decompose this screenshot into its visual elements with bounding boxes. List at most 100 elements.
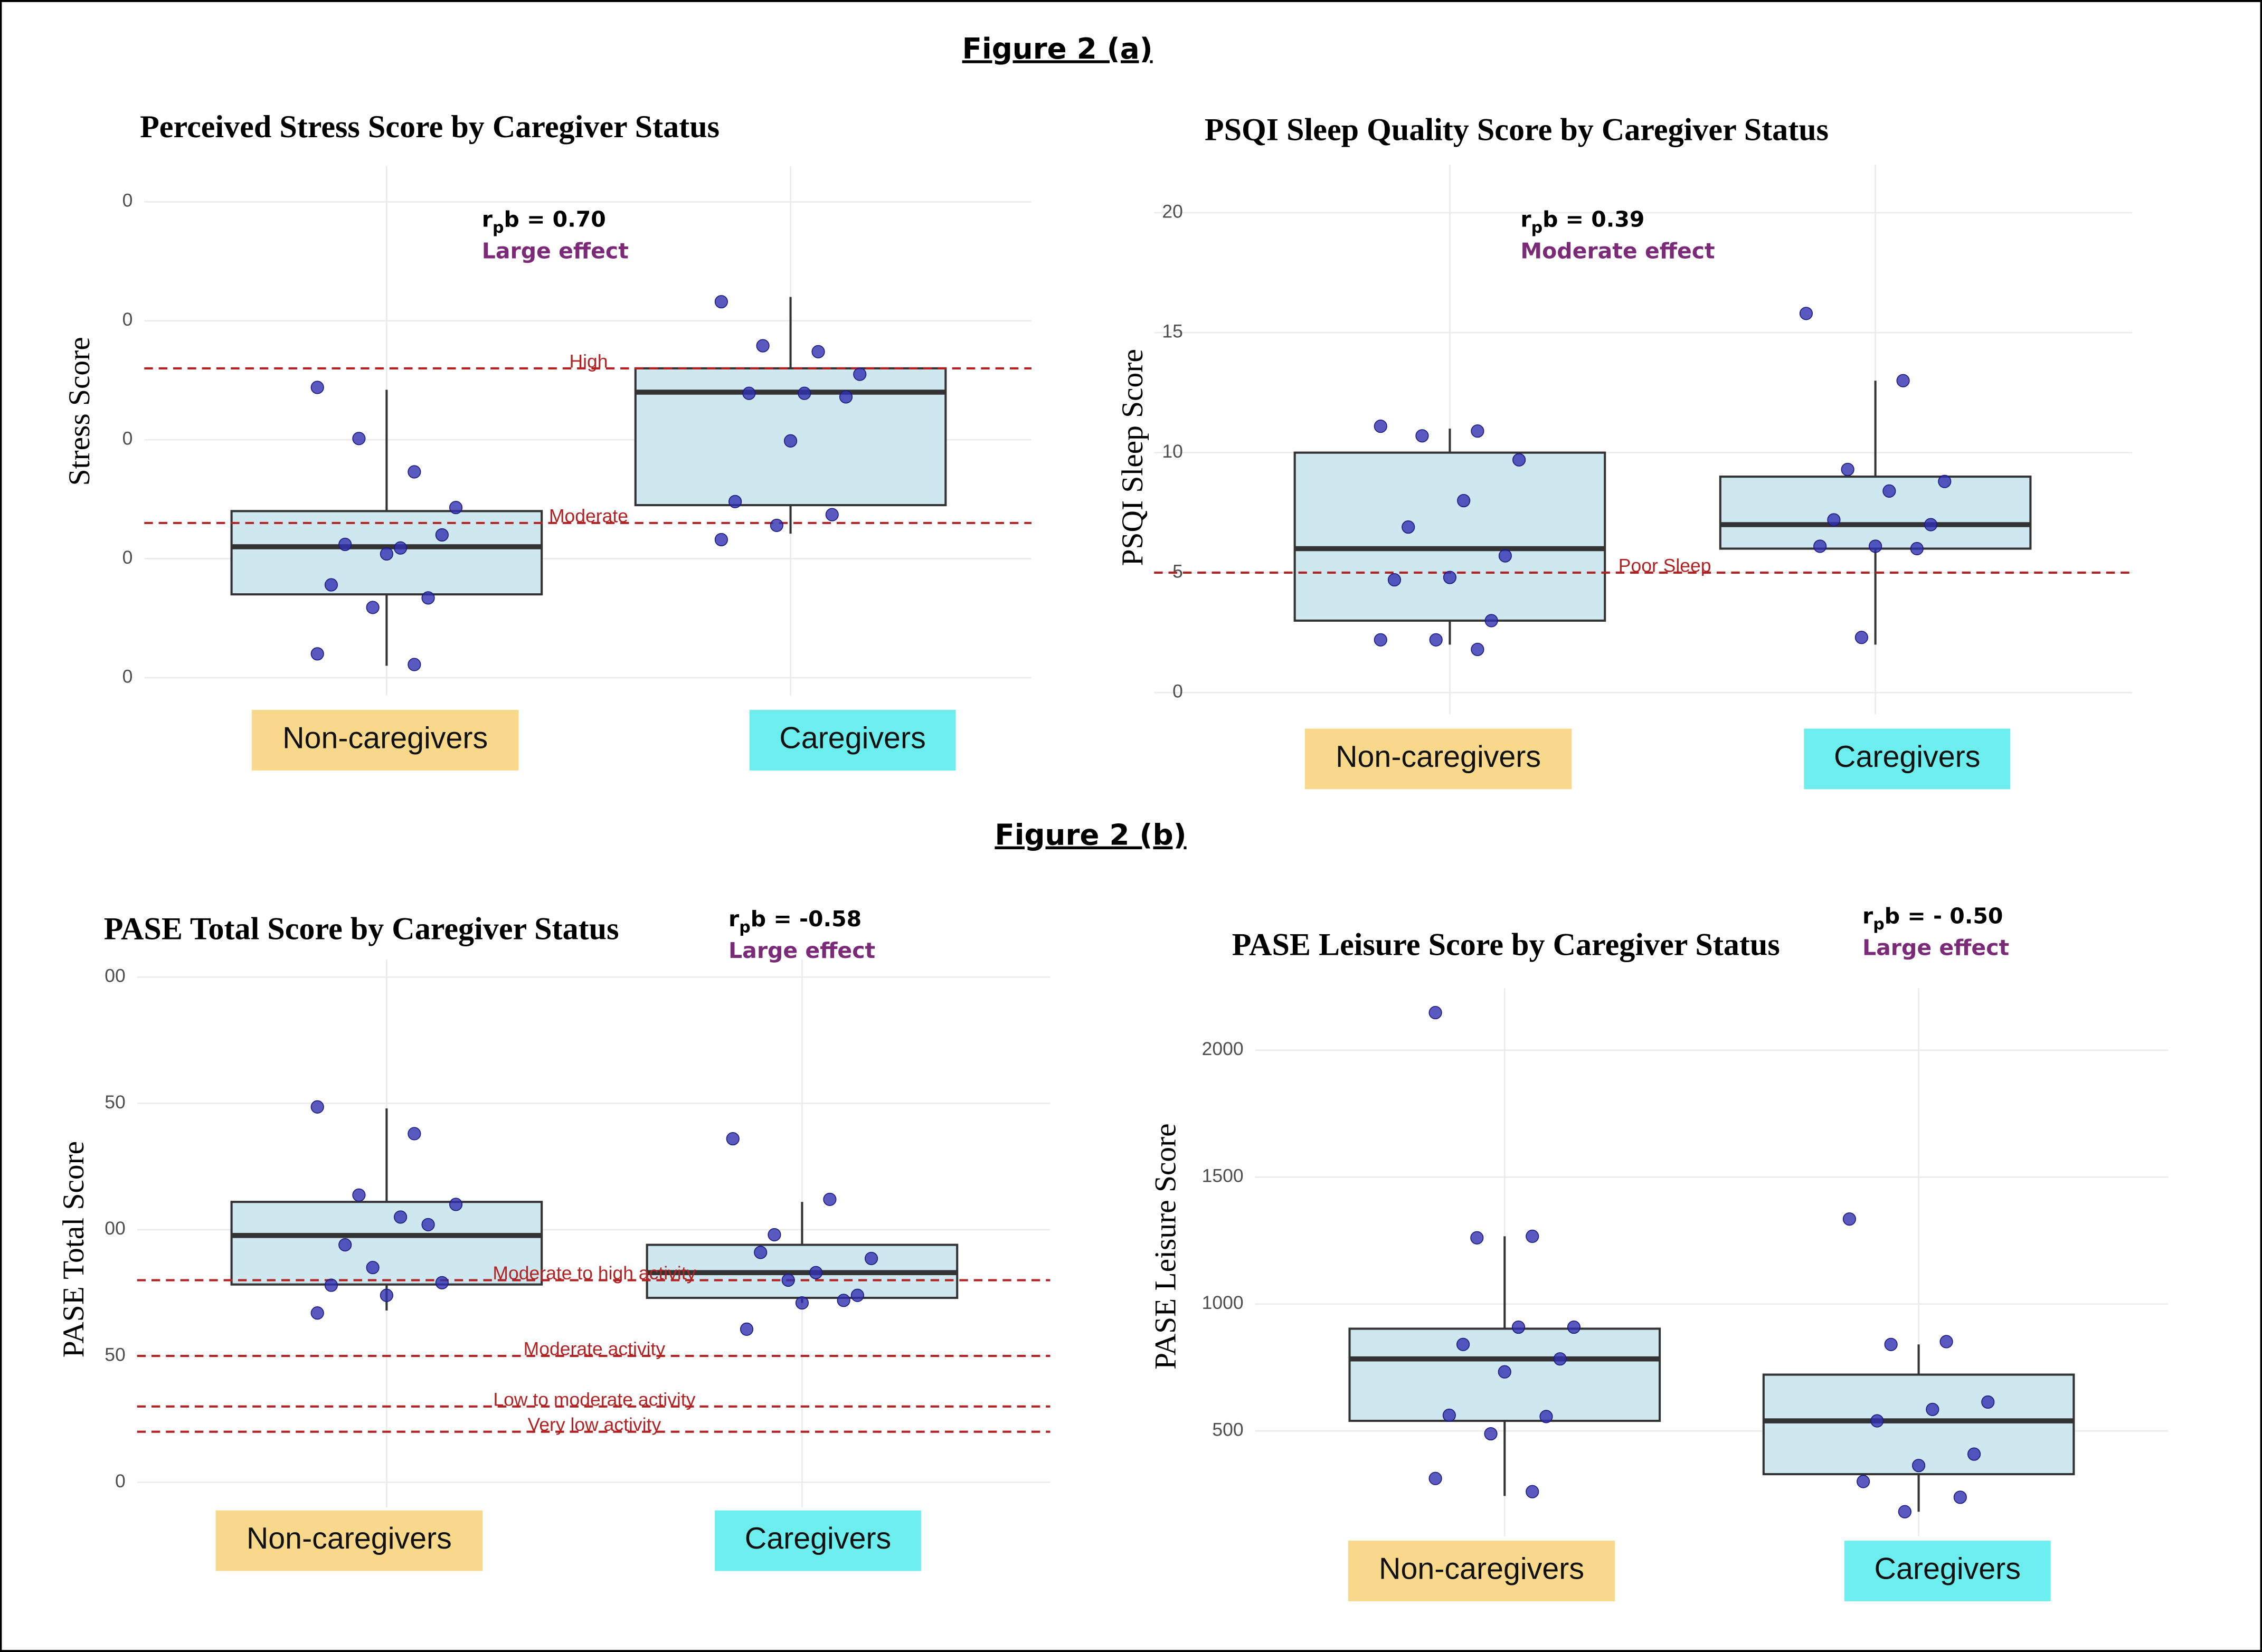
y-axis-label: Stress Score [63,337,96,486]
point [380,1288,393,1302]
chart-title: PASE Total Score by Caregiver Status [104,912,619,947]
point [825,508,839,521]
y-tick-label: 00 [105,1218,126,1239]
point [1471,642,1484,657]
x-tick-label: Non-caregivers [1379,1552,1584,1586]
point [1938,474,1952,488]
x-tick-label: Caregivers [1834,740,1980,774]
y-tick-label: 0 [122,309,133,330]
point [1443,571,1457,584]
point [324,1278,338,1292]
box [1719,476,2032,550]
point [853,367,867,381]
point [1415,429,1429,443]
x-tick-label: Non-caregivers [247,1522,452,1555]
point [1484,1427,1498,1441]
point [338,537,352,552]
y-axis-label: PASE Total Score [57,1141,90,1357]
reference-label: Moderate activity [524,1338,666,1360]
y-tick-label: 0 [115,1470,126,1492]
effect-stat: rpb = -0.58 [728,906,862,936]
point [435,528,449,542]
stat-symbol: r [1520,207,1531,232]
x-tick-label: Caregivers [745,1522,891,1555]
y-tick-label: 50 [105,1344,126,1365]
point [798,386,811,400]
stat-value: b = - 0.50 [1885,904,2003,929]
point [310,1100,324,1114]
point [1939,1335,1953,1349]
reference-label: Very low activity [528,1414,661,1435]
point [1896,374,1910,387]
point [1953,1490,1967,1504]
category-box [1348,1541,1615,1601]
point [1567,1320,1581,1334]
stat-subscript: p [493,219,504,237]
point [823,1192,837,1206]
point [1526,1485,1539,1498]
box [1762,1373,2075,1476]
point [1827,513,1841,527]
point [1926,1402,1939,1416]
y-tick-label: 0 [122,547,133,568]
point [1553,1352,1567,1366]
effect-size: Large effect [728,938,875,963]
y-tick-label: 20 [1162,201,1183,222]
point [1912,1459,1926,1473]
chart-title: Perceived Stress Score by Caregiver Stat… [140,109,720,145]
point [1512,453,1526,467]
point [1456,1337,1470,1351]
point [1374,633,1387,647]
figure-label: Figure 2 (b) [995,818,1186,852]
box [230,1201,543,1286]
point [1511,1320,1526,1334]
y-tick-label: 0 [122,428,133,449]
point [1484,614,1498,628]
stat-value: b = 0.39 [1542,207,1644,232]
point [1470,1231,1484,1245]
point [310,381,324,394]
y-tick-label: 1500 [1202,1165,1244,1186]
category-box [251,710,519,771]
point [1442,1408,1456,1422]
point [795,1296,809,1310]
stat-value: b = 0.70 [504,207,605,232]
point [740,1322,754,1336]
x-tick-label: Caregivers [1875,1552,2021,1586]
y-tick-label: 15 [1162,321,1183,342]
y-axis-label: PASE Leisure Score [1149,1123,1182,1369]
category-box [749,710,956,771]
point [352,1188,366,1202]
point [728,495,742,508]
point [1882,484,1896,498]
stat-symbol: r [728,906,740,932]
point [1924,518,1938,531]
point [1539,1410,1553,1423]
point [408,658,421,671]
point [770,518,783,532]
y-tick-label: 0 [122,190,133,211]
point [1387,573,1402,587]
point [850,1288,864,1302]
category-box [215,1510,483,1571]
point [1471,424,1484,438]
point [1842,1212,1856,1226]
chart-title: PASE Leisure Score by Caregiver Status [1232,927,1780,963]
chart-title: PSQI Sleep Quality Score by Caregiver St… [1205,112,1829,148]
effect-stat: rpb = - 0.50 [1862,904,2003,934]
point [1910,542,1924,556]
y-tick-label: 1000 [1202,1292,1244,1313]
point [1429,633,1443,647]
point [865,1251,878,1265]
point [310,647,324,661]
point [366,1261,380,1275]
point [726,1132,740,1146]
stat-subscript: p [739,918,751,936]
point [1498,549,1512,563]
point [366,601,380,614]
point [1402,520,1415,534]
point [1841,462,1854,477]
point [408,1127,421,1141]
point [1526,1229,1539,1243]
